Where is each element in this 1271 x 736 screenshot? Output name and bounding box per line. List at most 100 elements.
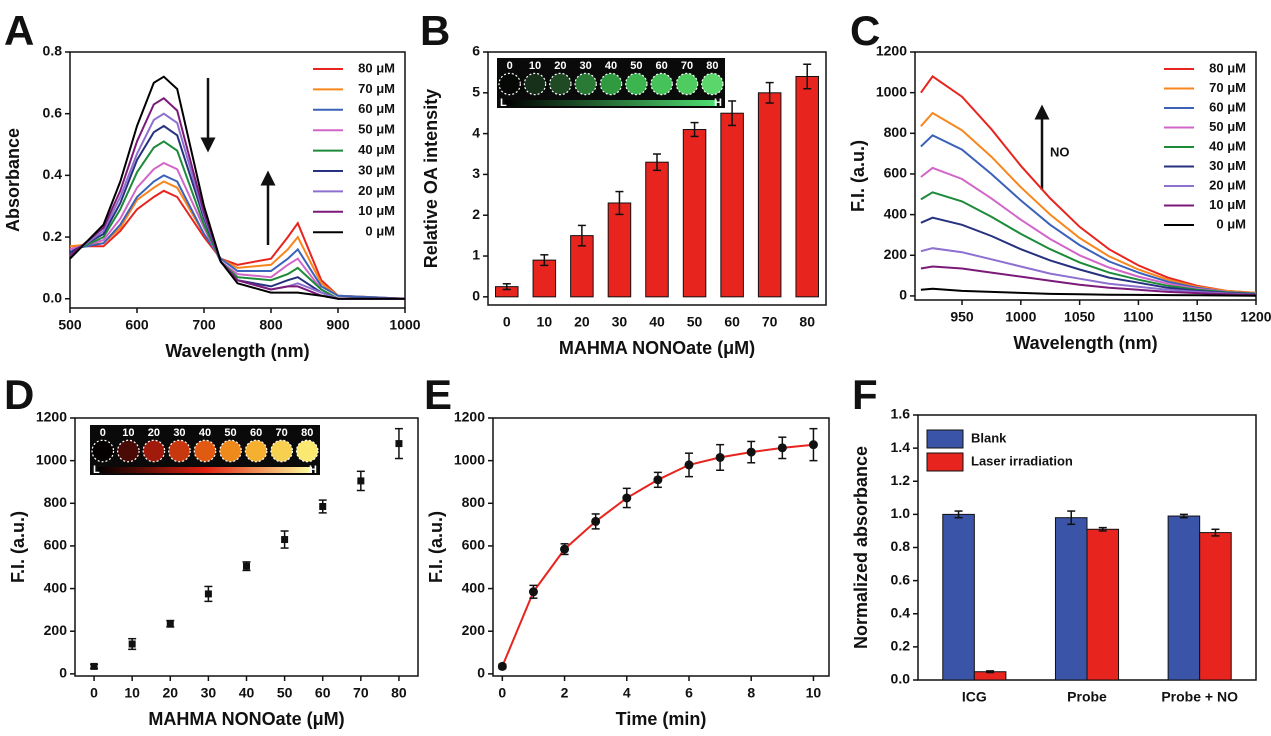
y-tick-label: 200: [44, 622, 68, 638]
inset-well: [549, 72, 572, 96]
inset-label: 60: [656, 60, 668, 72]
legend-label: 0 μM: [365, 224, 395, 239]
x-tick-label: 600: [125, 317, 149, 333]
line-series: [920, 166, 1257, 295]
x-tick-label: 40: [649, 314, 665, 330]
inset-low: L: [93, 464, 100, 476]
y-axis-label: F.I. (a.u.): [8, 511, 28, 583]
inset-colorbar: [505, 100, 717, 106]
legend-label: 80 μM: [358, 60, 395, 75]
y-tick-label: 0.2: [891, 638, 911, 654]
legend-label: 70 μM: [358, 81, 395, 96]
point: [497, 661, 507, 671]
y-axis-label: Relative OA intensity: [421, 89, 441, 268]
line-series: [69, 124, 405, 300]
legend-label: 30 μM: [358, 162, 395, 177]
x-axis-label: Wavelength (nm): [165, 341, 309, 361]
x-tick-label: 1050: [1064, 309, 1095, 325]
panel-label: B: [420, 7, 450, 54]
panel-label: A: [4, 7, 34, 54]
y-tick-label: 0: [899, 287, 907, 303]
inset-well: [675, 72, 699, 96]
legend-label: 0 μM: [1216, 216, 1246, 231]
bar: [682, 129, 707, 298]
y-tick-label: 400: [44, 579, 68, 595]
line-series: [920, 191, 1257, 295]
y-tick-label: 0: [477, 665, 485, 681]
point: [166, 620, 174, 628]
point: [746, 447, 756, 457]
inset-well: [91, 439, 115, 463]
x-tick-label: 50: [687, 314, 703, 330]
y-axis-label: Normalized absorbance: [851, 446, 871, 649]
y-tick-label: 5: [472, 84, 480, 100]
x-tick-label: 20: [574, 314, 590, 330]
bar: [1199, 532, 1232, 681]
legend-label: 10 μM: [1209, 197, 1246, 212]
inset-label: 70: [276, 427, 288, 439]
plot-frame: [914, 51, 1257, 301]
point: [128, 640, 136, 648]
inset-low: L: [500, 97, 507, 109]
inset-well: [295, 439, 319, 463]
x-tick-label: 1000: [1005, 309, 1036, 325]
inset-high: H: [309, 464, 317, 476]
x-tick-label: 0: [90, 685, 98, 701]
x-tick-label: ICG: [962, 689, 987, 705]
x-axis-label: Time (min): [616, 709, 707, 729]
y-axis-label: F.I. (a.u.): [426, 511, 446, 583]
inset-well: [599, 72, 623, 96]
x-tick-label: 40: [239, 685, 255, 701]
point: [395, 440, 403, 448]
inset-well: [219, 439, 242, 463]
x-tick-label: 0: [498, 685, 506, 701]
point: [281, 536, 289, 544]
panel-label: F: [852, 371, 878, 418]
x-tick-label: 80: [391, 685, 407, 701]
legend-swatch: [926, 429, 964, 449]
x-tick-label: 1100: [1123, 309, 1154, 325]
x-tick-label: 500: [58, 317, 82, 333]
y-tick-label: 1200: [876, 43, 907, 59]
legend-label: 30 μM: [1209, 158, 1246, 173]
inset-well: [523, 72, 547, 96]
x-axis-label: MAHMA NONOate (μM): [148, 709, 344, 729]
y-tick-label: 400: [462, 579, 486, 595]
y-tick-label: 600: [44, 537, 68, 553]
x-tick-label: 10: [537, 314, 553, 330]
plot-frame: [492, 417, 830, 677]
point: [319, 502, 327, 510]
y-tick-label: 0.8: [43, 43, 63, 59]
y-tick-label: 1.4: [891, 439, 911, 455]
legend-label: 40 μM: [1209, 138, 1246, 153]
inset-label: 0: [507, 60, 513, 72]
y-tick-label: 800: [884, 124, 908, 140]
inset-label: 70: [681, 60, 693, 72]
inset-well: [193, 439, 217, 463]
inset-label: 10: [529, 60, 541, 72]
x-tick-label: 6: [685, 685, 693, 701]
inset-label: 80: [706, 60, 718, 72]
inset-label: 50: [630, 60, 642, 72]
point: [684, 460, 694, 470]
y-tick-label: 1000: [36, 451, 67, 467]
x-tick-label: 50: [277, 685, 293, 701]
legend-label: 50 μM: [358, 122, 395, 137]
point: [204, 590, 212, 598]
bar: [1054, 517, 1088, 681]
plot-frame: [487, 51, 827, 306]
inset-label: 80: [301, 427, 313, 439]
legend-label: Laser irradiation: [971, 453, 1073, 468]
y-tick-label: 800: [462, 494, 486, 510]
inset-well: [625, 72, 648, 96]
inset-well: [650, 72, 673, 96]
bar: [1167, 515, 1201, 681]
line-series: [920, 265, 1257, 297]
inset-label: 0: [100, 427, 106, 439]
y-tick-label: 1.6: [891, 406, 911, 422]
x-tick-label: 80: [799, 314, 815, 330]
x-tick-label: 900: [326, 317, 350, 333]
legend-label: 20 μM: [1209, 177, 1246, 192]
line-series: [920, 287, 1257, 297]
y-tick-label: 2: [472, 206, 480, 222]
